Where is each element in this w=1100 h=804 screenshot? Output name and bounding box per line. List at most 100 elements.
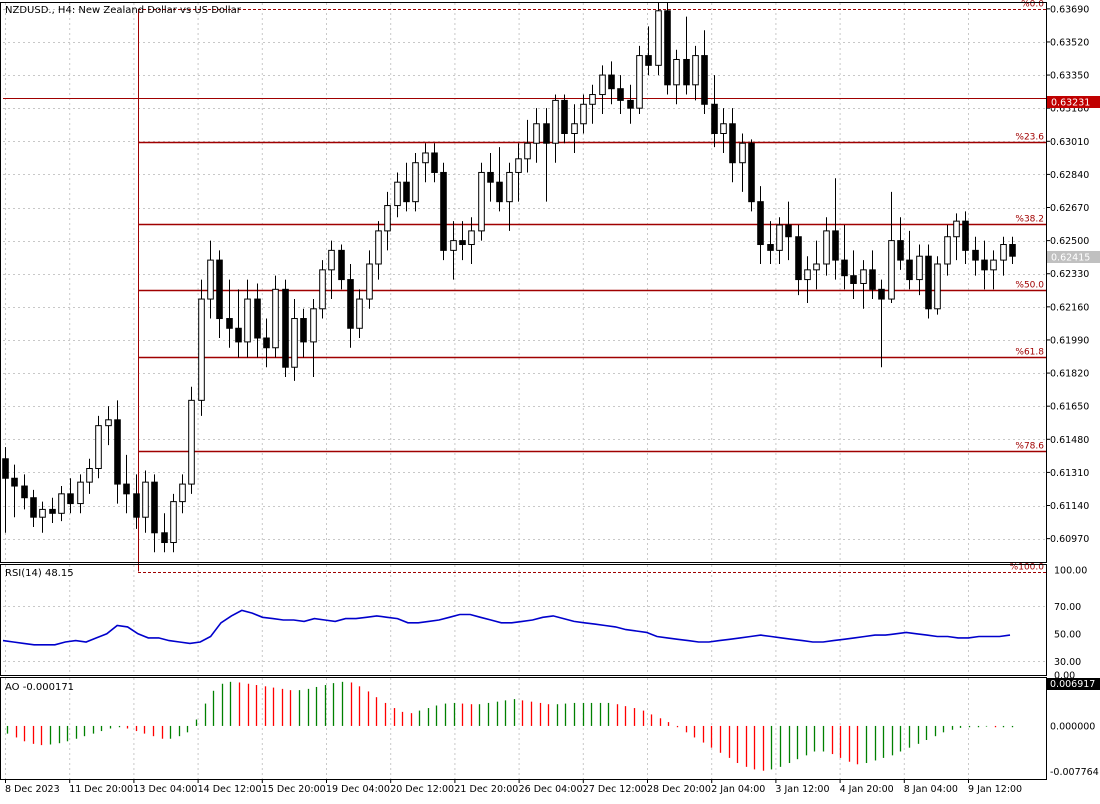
- candle-body: [897, 240, 904, 261]
- candle-body: [478, 171, 485, 232]
- candle-body: [123, 483, 130, 495]
- candle-body: [170, 501, 177, 544]
- candle-body: [515, 158, 522, 173]
- candle-body: [487, 171, 494, 183]
- time-tick-label: 2 Jan 04:00: [711, 784, 765, 795]
- fib-level-label: %23.6: [1015, 133, 1044, 143]
- candle-body: [384, 205, 391, 232]
- candle-body: [850, 275, 857, 284]
- candle-body: [1009, 244, 1016, 257]
- candle-body: [953, 220, 960, 238]
- price-tick-label: 0.62330: [1050, 269, 1089, 280]
- candle-body: [804, 269, 811, 281]
- candle-body: [627, 99, 634, 109]
- price-tick-label: 0.63180: [1050, 104, 1089, 115]
- candle-body: [990, 259, 997, 271]
- candle-body: [571, 123, 578, 134]
- candle-body: [67, 493, 74, 505]
- candle-body: [412, 162, 419, 203]
- time-tick-label: 9 Jan 12:00: [968, 784, 1022, 795]
- candle-body: [58, 493, 65, 514]
- candle-body: [105, 419, 112, 427]
- candle-body: [459, 240, 466, 246]
- rsi-line: [2, 609, 1011, 646]
- price-tick-label: 0.63350: [1050, 71, 1089, 82]
- time-tick-label: 4 Jan 20:00: [840, 784, 894, 795]
- candle-body: [962, 220, 969, 251]
- candle-body: [506, 171, 513, 203]
- fib-level-label: %61.8: [1015, 348, 1044, 358]
- candle-body: [860, 269, 867, 284]
- time-tick-label: 20 Dec 12:00: [390, 784, 454, 795]
- price-tick-label: 0.60970: [1050, 534, 1089, 545]
- candle-body: [2, 458, 9, 479]
- candle-body: [823, 230, 830, 265]
- time-tick-label: 8 Dec 2023: [5, 784, 60, 795]
- candle-body: [39, 508, 46, 518]
- candle-body: [757, 201, 764, 246]
- candle-body: [673, 58, 680, 86]
- fib-level-label: %78.6: [1015, 442, 1044, 452]
- candle-body: [282, 288, 289, 368]
- candle-body: [188, 399, 195, 485]
- candle-body: [776, 224, 783, 251]
- rsi-tick-label: 0.00: [1054, 671, 1075, 682]
- candle-body: [291, 318, 298, 368]
- rsi-tick-label: 30.00: [1054, 657, 1081, 668]
- candle-body: [86, 468, 93, 483]
- candle-body: [748, 142, 755, 203]
- ao-tick-label: -0.007764: [1050, 767, 1099, 778]
- candle-body: [49, 508, 56, 514]
- candle-body: [328, 249, 335, 271]
- candle-body: [356, 298, 363, 329]
- candle-body: [347, 279, 354, 329]
- chart-title: NZDUSD., H4: New Zealand Dollar vs US Do…: [5, 5, 242, 16]
- candle-body: [878, 288, 885, 300]
- candle-body: [739, 142, 746, 164]
- candle-body: [617, 88, 624, 101]
- candle-body: [841, 259, 848, 277]
- price-tick-label: 0.62160: [1050, 302, 1089, 313]
- candle-body: [11, 477, 18, 487]
- price-tick-label: 0.61990: [1050, 335, 1089, 346]
- time-tick-label: 8 Jan 04:00: [904, 784, 958, 795]
- candle-body: [450, 240, 457, 251]
- candle-body: [934, 263, 941, 310]
- candle-body: [403, 181, 410, 203]
- candle-body: [142, 481, 149, 518]
- time-tick-label: 19 Dec 04:00: [326, 784, 390, 795]
- candle-body: [729, 123, 736, 164]
- candle-body: [888, 240, 895, 300]
- candle-body: [972, 249, 979, 261]
- candle-body: [944, 236, 951, 265]
- candle-body: [338, 249, 345, 281]
- candle-body: [375, 230, 382, 265]
- candle-body: [552, 99, 559, 144]
- fib-level-label: %50.0: [1015, 281, 1044, 291]
- candle-body: [235, 327, 242, 343]
- candle-body: [366, 263, 373, 300]
- time-tick-label: 27 Dec 12:00: [583, 784, 647, 795]
- candle-body: [906, 259, 913, 281]
- rsi-title: RSI(14) 48.15: [5, 568, 74, 579]
- candle-body: [319, 269, 326, 310]
- candle-body: [422, 152, 429, 164]
- candle-body: [272, 288, 279, 349]
- price-tick-label: 0.63520: [1050, 37, 1089, 48]
- candle-body: [30, 497, 37, 518]
- candle-body: [599, 74, 606, 96]
- candle-body: [925, 255, 932, 310]
- price-tick-label: 0.61140: [1050, 501, 1089, 512]
- fib-level-label: %0.0: [1021, 0, 1044, 10]
- candle-body: [720, 123, 727, 134]
- candle-body: [524, 142, 531, 160]
- candle-body: [179, 483, 186, 503]
- candle-body: [21, 485, 28, 499]
- candle-body: [244, 298, 251, 343]
- price-tick-label: 0.62840: [1050, 170, 1089, 181]
- main-panel-frame: [0, 2, 1047, 563]
- candle-body: [785, 224, 792, 238]
- fib-level-label: %38.2: [1015, 215, 1044, 225]
